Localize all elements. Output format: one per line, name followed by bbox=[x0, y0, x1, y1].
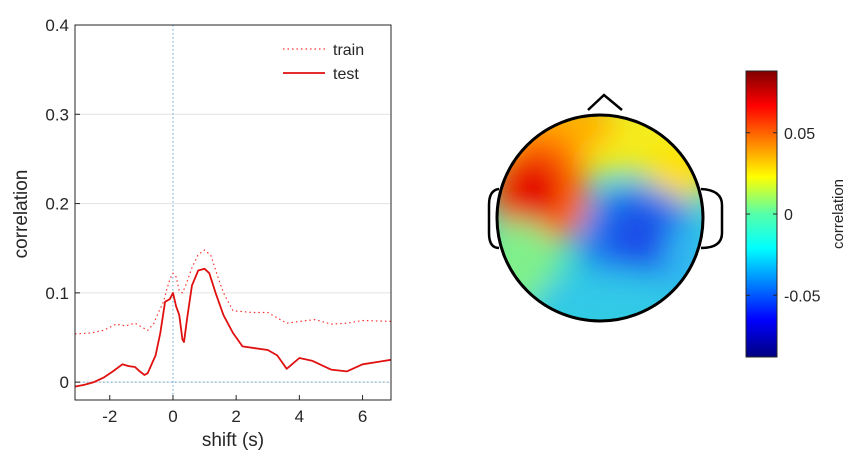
head-outline bbox=[495, 113, 705, 323]
reference-lines bbox=[75, 25, 391, 400]
x-axis-label: shift (s) bbox=[202, 430, 264, 451]
x-tick-label: 6 bbox=[358, 407, 367, 426]
plot-area-frame bbox=[74, 24, 392, 401]
series-layer bbox=[74, 249, 392, 388]
legend-label-train: train bbox=[333, 42, 364, 59]
x-tick-label: 2 bbox=[231, 407, 240, 426]
colorbar: 0.05 0 -0.05 correlation bbox=[745, 70, 847, 358]
legend-label-test: test bbox=[333, 66, 359, 83]
y-tick-label: 0.4 bbox=[45, 16, 69, 35]
topography-map: 0.05 0 -0.05 correlation bbox=[487, 70, 847, 358]
y-tick-label: 0 bbox=[60, 373, 69, 392]
colorbar-label: correlation bbox=[830, 179, 847, 249]
x-tick-label: 0 bbox=[168, 407, 177, 426]
x-tick-label: -2 bbox=[102, 407, 117, 426]
legend: train test bbox=[283, 42, 364, 83]
topography-fill bbox=[497, 115, 703, 321]
right-ear-outline bbox=[700, 187, 724, 250]
colorbar-tick-label: -0.05 bbox=[784, 288, 821, 305]
y-axis-ticks: 0 0.1 0.2 0.3 0.4 bbox=[45, 16, 80, 392]
y-tick-label: 0.1 bbox=[45, 284, 69, 303]
x-tick-label: 4 bbox=[295, 407, 304, 426]
nose-outline bbox=[587, 93, 623, 111]
colorbar-tick-label: 0.05 bbox=[784, 126, 815, 143]
colorbar-gradient bbox=[745, 70, 778, 358]
line-chart: -2 0 2 4 6 0 0.1 0.2 0.3 0.4 shift (s) correlati… bbox=[11, 16, 392, 451]
colorbar-ticks: 0.05 0 -0.05 bbox=[746, 126, 821, 305]
y-tick-label: 0.2 bbox=[45, 195, 69, 214]
y-tick-label: 0.3 bbox=[45, 105, 69, 124]
colorbar-tick-label: 0 bbox=[784, 207, 793, 224]
y-axis-label: correlation bbox=[11, 170, 32, 259]
x-axis-ticks: -2 0 2 4 6 bbox=[102, 395, 367, 426]
series-line-train bbox=[74, 249, 392, 335]
series-line-test bbox=[74, 267, 392, 388]
